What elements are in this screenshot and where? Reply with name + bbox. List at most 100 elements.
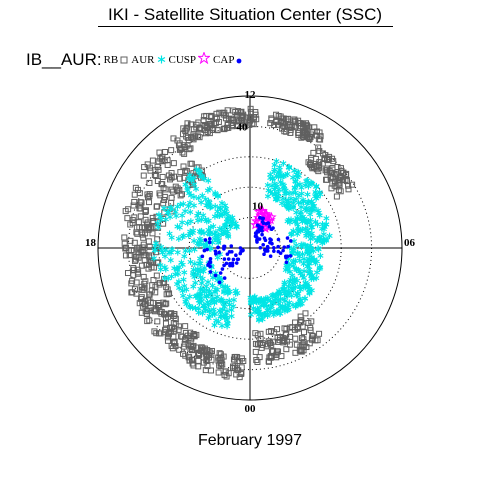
- cap-point: [258, 245, 263, 250]
- rb-point: [154, 203, 161, 210]
- rb-point: [158, 181, 165, 188]
- aur-point: [307, 211, 314, 218]
- rb-point: [121, 234, 128, 241]
- aur-point: [274, 189, 282, 197]
- rb-point: [287, 333, 294, 340]
- rb-point: [165, 330, 172, 337]
- rb-point: [308, 318, 315, 325]
- rb-point: [292, 349, 299, 356]
- rb-point: [125, 247, 132, 254]
- cap-point: [239, 249, 243, 254]
- aur-point: [203, 218, 210, 225]
- aur-point: [179, 287, 186, 294]
- rb-point: [160, 200, 167, 207]
- aur-point: [305, 283, 312, 290]
- aur-point: [192, 185, 200, 193]
- aur-point: [200, 268, 207, 275]
- mlt-label-00: 00: [245, 403, 257, 415]
- rb-point: [310, 149, 317, 156]
- rb-point: [149, 214, 156, 221]
- rb-point: [274, 326, 281, 333]
- aur-point: [275, 169, 282, 176]
- rb-point: [242, 123, 249, 130]
- cap-point: [271, 226, 275, 230]
- aur-point: [292, 177, 299, 185]
- cap-point: [261, 242, 266, 247]
- aur-point: [309, 205, 316, 213]
- rb-point: [140, 241, 147, 248]
- rb-point: [131, 239, 138, 246]
- rb-point: [200, 359, 207, 366]
- rb-point: [176, 175, 183, 182]
- aur-point: [211, 310, 218, 318]
- rb-point: [166, 290, 173, 297]
- rb-point: [155, 330, 162, 337]
- rb-point: [296, 120, 303, 127]
- aur-point: [192, 293, 199, 300]
- rb-point: [180, 163, 187, 170]
- cap-point: [206, 263, 210, 267]
- rb-point: [196, 134, 203, 141]
- aur-point: [283, 190, 290, 197]
- rb-point: [124, 215, 131, 222]
- rb-point: [170, 312, 177, 319]
- aur-point: [199, 192, 206, 199]
- rb-point: [186, 146, 193, 153]
- rb-point: [301, 128, 308, 135]
- aur-point: [218, 226, 225, 233]
- rb-point: [162, 301, 169, 308]
- rb-point: [164, 334, 171, 341]
- rb-point: [137, 295, 144, 302]
- cap-point: [285, 236, 290, 240]
- aur-point: [320, 231, 327, 238]
- aur-point: [226, 297, 233, 304]
- rb-point: [230, 107, 237, 114]
- cap-point: [226, 257, 231, 261]
- rb-point: [146, 199, 153, 206]
- aur-point: [160, 205, 168, 212]
- rb-point: [321, 155, 328, 162]
- rb-point: [204, 124, 211, 131]
- rb-point: [152, 289, 159, 296]
- rb-point: [322, 152, 329, 159]
- cap-point: [268, 254, 273, 259]
- rb-point: [300, 329, 307, 336]
- cap-point: [205, 247, 209, 252]
- aur-point: [284, 170, 291, 178]
- aur-point: [172, 208, 179, 215]
- rb-point: [242, 119, 249, 126]
- rb-point: [325, 156, 332, 163]
- aur-point: [264, 181, 271, 189]
- aur-point: [154, 219, 161, 227]
- rb-point: [317, 133, 324, 140]
- aur-point: [297, 211, 304, 218]
- rb-point: [161, 197, 168, 204]
- aur-point: [304, 243, 311, 251]
- rb-point: [275, 112, 282, 119]
- cap-point: [269, 238, 273, 242]
- aur-point: [304, 191, 311, 198]
- aur-point: [209, 282, 216, 289]
- aur-point: [219, 297, 226, 304]
- rb-point: [210, 127, 217, 134]
- rb-point: [338, 167, 345, 174]
- aur-point: [294, 290, 301, 298]
- rb-point: [201, 345, 208, 352]
- rb-point: [130, 202, 137, 209]
- rb-point: [193, 331, 200, 338]
- aur-point: [161, 263, 168, 271]
- rb-point: [145, 307, 152, 314]
- aur-point: [167, 256, 174, 264]
- cap-point: [217, 250, 221, 255]
- rb-point: [184, 120, 191, 127]
- aur-point: [221, 222, 228, 229]
- rb-point: [140, 273, 147, 280]
- aur-point: [158, 243, 165, 251]
- rb-point: [168, 342, 175, 349]
- aur-point: [294, 230, 301, 238]
- rb-point: [292, 124, 299, 131]
- aur-point: [316, 236, 324, 244]
- aur-point: [191, 273, 198, 281]
- rb-point: [349, 181, 356, 188]
- aur-point: [184, 219, 191, 227]
